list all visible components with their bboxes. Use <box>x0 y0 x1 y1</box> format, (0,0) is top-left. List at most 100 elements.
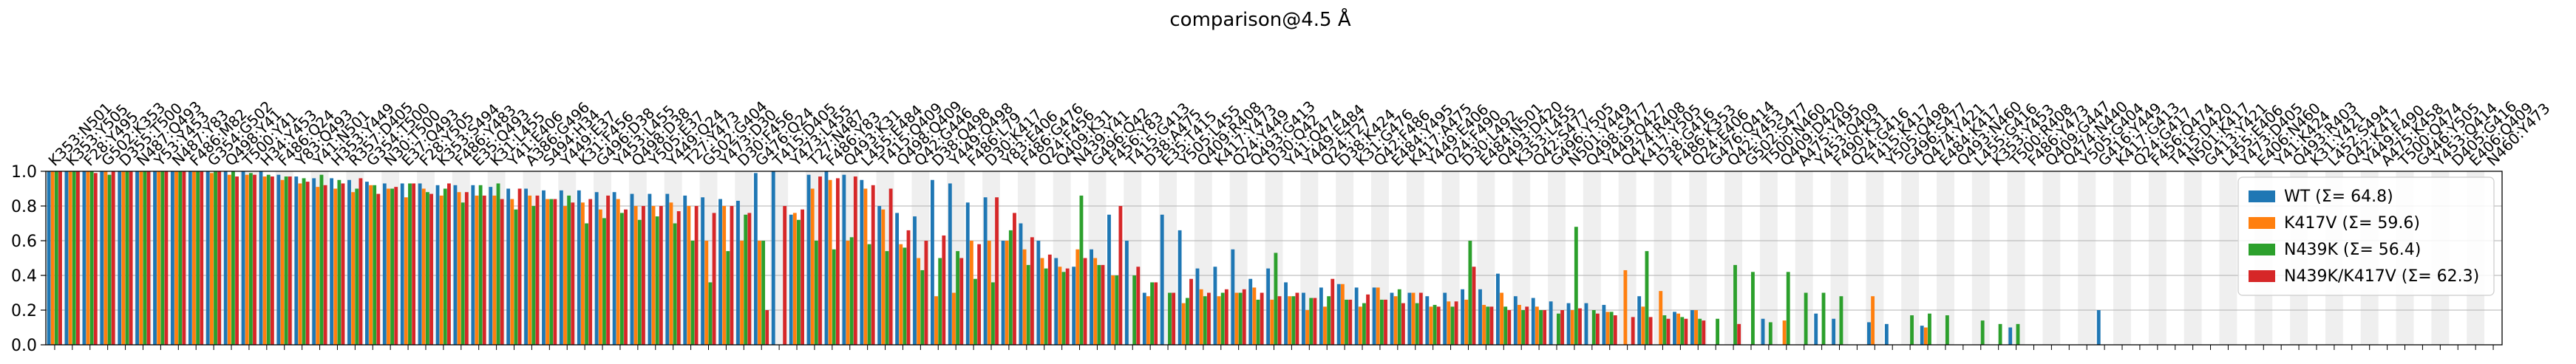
bar <box>736 200 740 345</box>
bar <box>1397 289 1401 345</box>
bar <box>669 202 673 345</box>
bar <box>1928 313 1931 345</box>
bar <box>157 171 161 345</box>
bar <box>1065 268 1070 345</box>
bar <box>50 171 55 345</box>
bar <box>1217 296 1221 345</box>
bar <box>86 171 90 345</box>
bar <box>1327 296 1331 345</box>
bar <box>1415 303 1419 345</box>
bar <box>1384 299 1387 345</box>
bar <box>1659 291 1663 345</box>
bar <box>1478 289 1482 345</box>
bar <box>1345 299 1348 345</box>
bar <box>294 176 299 345</box>
bar <box>1252 287 1257 345</box>
bar <box>1195 268 1200 345</box>
bar <box>1761 318 1765 345</box>
bar <box>761 241 766 345</box>
bar <box>956 251 960 345</box>
bar <box>1684 318 1688 345</box>
bar <box>1379 299 1384 345</box>
legend-box <box>2237 176 2495 296</box>
bar <box>1489 306 1494 345</box>
bar <box>744 214 748 345</box>
bar <box>1302 292 1305 345</box>
bar <box>969 241 973 345</box>
bar <box>740 241 744 345</box>
bar <box>1609 312 1614 345</box>
bar <box>214 171 217 345</box>
bar <box>818 176 822 345</box>
bar <box>708 282 713 345</box>
bar <box>1142 292 1146 345</box>
bar <box>1447 301 1451 345</box>
bar <box>482 195 486 345</box>
category-band <box>1689 171 1707 345</box>
bar <box>1323 306 1327 345</box>
bar <box>341 183 345 345</box>
bar <box>633 206 638 345</box>
bar <box>227 174 231 345</box>
bar <box>577 190 581 345</box>
bar <box>542 190 546 345</box>
bar <box>977 244 982 345</box>
bar <box>373 185 377 345</box>
bar <box>1256 299 1260 345</box>
bar <box>253 174 256 345</box>
bar <box>1411 292 1416 345</box>
bar <box>567 195 571 345</box>
bar <box>1372 287 1376 345</box>
category-band <box>1936 171 1954 345</box>
legend-entry: K417V (Σ= 59.6) <box>2284 214 2420 233</box>
bar <box>284 176 288 345</box>
bar <box>624 209 628 345</box>
bar <box>464 192 469 345</box>
bar <box>783 206 787 345</box>
category-band <box>1830 171 1849 345</box>
bar <box>205 171 210 345</box>
bar <box>1750 272 1755 345</box>
bar <box>1358 306 1362 345</box>
bar <box>1998 323 2002 345</box>
bar <box>1521 310 1526 345</box>
category-band <box>1866 171 1884 345</box>
bar <box>1500 292 1503 345</box>
category-band <box>2184 171 2202 345</box>
bar <box>934 296 938 345</box>
bar <box>1270 299 1274 345</box>
bar <box>913 216 917 345</box>
bar <box>1613 315 1617 345</box>
bar <box>683 195 687 345</box>
bar <box>316 187 320 345</box>
bar <box>1238 292 1243 345</box>
bar <box>1058 267 1062 345</box>
bar <box>1920 326 1924 345</box>
bar <box>1418 292 1423 345</box>
bar <box>333 188 338 345</box>
bar <box>298 183 302 345</box>
bar <box>517 188 522 345</box>
bar <box>1047 254 1052 345</box>
bar <box>1591 310 1596 345</box>
bar <box>139 171 143 345</box>
bar <box>510 199 514 345</box>
bar <box>1867 322 1871 345</box>
bar <box>1090 249 1093 345</box>
bar <box>1393 296 1398 345</box>
bar <box>1234 292 1239 345</box>
bar <box>1248 278 1253 345</box>
bar <box>453 185 458 345</box>
category-band <box>1724 171 1743 345</box>
bar <box>1107 214 1111 345</box>
bar <box>871 185 875 345</box>
bar <box>64 171 69 345</box>
bar <box>549 199 554 345</box>
bar <box>1645 251 1649 345</box>
bar <box>771 171 775 345</box>
bar <box>164 171 169 345</box>
bar <box>1637 296 1642 345</box>
bar <box>1871 296 1875 345</box>
bar <box>594 192 599 345</box>
bar <box>1136 267 1141 345</box>
